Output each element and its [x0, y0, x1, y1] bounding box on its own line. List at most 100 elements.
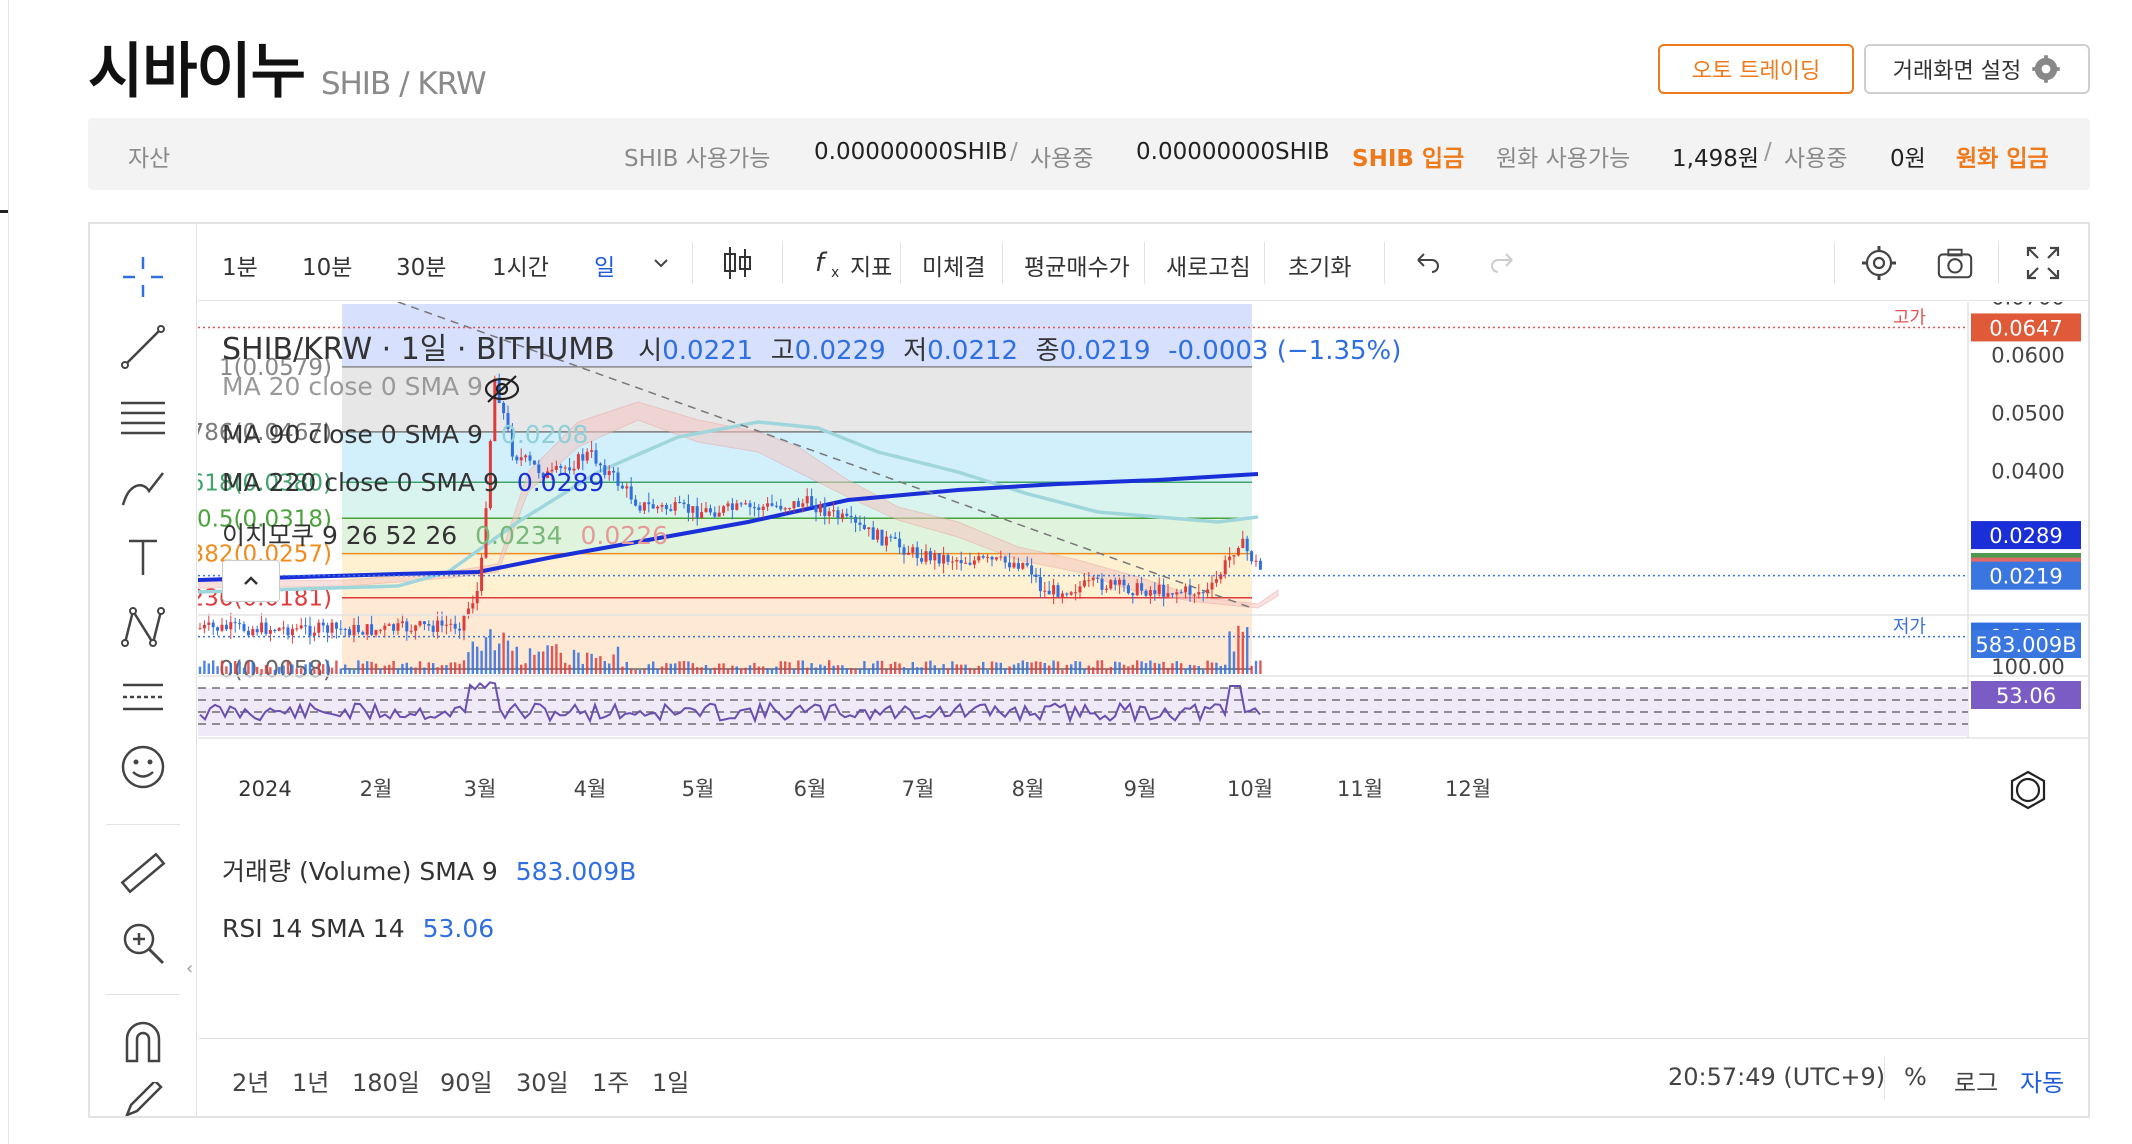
interval-dropdown[interactable] — [642, 244, 680, 282]
range-1w[interactable]: 1주 — [592, 1069, 630, 1097]
crosshair-tool[interactable] — [118, 252, 168, 302]
candle-body — [906, 552, 910, 555]
screenshot-button[interactable] — [1936, 244, 1974, 282]
volume-bar — [1048, 665, 1051, 674]
chart-type-button[interactable] — [718, 244, 756, 282]
percent-toggle[interactable]: % — [1904, 1063, 1927, 1091]
magnet-tool[interactable] — [118, 1018, 168, 1068]
collapse-toolbar-arrow[interactable]: ‹ — [186, 958, 194, 979]
volume-bar — [1070, 664, 1073, 674]
hide-indicator-icon[interactable] — [482, 374, 522, 404]
volume-bar — [1184, 668, 1187, 674]
brush-tool[interactable] — [118, 462, 168, 512]
candle-body — [1104, 588, 1108, 590]
asset-bar: 자산 SHIB 사용가능 0.00000000SHIB / 사용중 0.0000… — [88, 118, 2090, 190]
chart-settings-button[interactable] — [1860, 244, 1898, 282]
redo-button[interactable] — [1484, 244, 1522, 282]
toolbar-divider — [106, 994, 180, 995]
volume-bar — [260, 668, 263, 674]
ma220-label: MA 220 close 0 SMA 9 — [222, 468, 499, 497]
volume-bar — [344, 664, 347, 674]
volume-bar — [916, 667, 919, 674]
volume-bar — [550, 645, 554, 674]
high-price-tag: 고가 — [1893, 307, 1926, 328]
volume-bar — [594, 658, 598, 674]
candle-body — [1060, 593, 1064, 597]
ruler-tool[interactable] — [118, 848, 168, 898]
refresh-button[interactable]: 새로고침 — [1166, 255, 1251, 281]
pencil-tool[interactable] — [118, 1082, 168, 1116]
candle-body — [884, 536, 888, 546]
interval-30min[interactable]: 30분 — [396, 255, 447, 281]
volume-bar — [1149, 660, 1152, 674]
range-1y[interactable]: 1년 — [292, 1069, 330, 1097]
auto-toggle[interactable]: 자동 — [2020, 1069, 2065, 1097]
redo-icon — [1491, 253, 1513, 273]
zoom-tool[interactable] — [118, 918, 168, 968]
range-30d[interactable]: 30일 — [516, 1069, 569, 1097]
fib-tool[interactable] — [118, 392, 168, 442]
candle-body — [717, 512, 721, 517]
avg-price-button[interactable]: 평균매수가 — [1024, 255, 1130, 281]
candle-body — [502, 402, 506, 414]
volume-bar — [1237, 625, 1240, 674]
interval-1min[interactable]: 1분 — [222, 255, 258, 281]
pattern-tool[interactable] — [118, 602, 168, 652]
candle-body — [761, 506, 765, 510]
candle-body — [528, 455, 532, 461]
auto-trading-button[interactable]: 오토 트레이딩 — [1658, 44, 1854, 94]
log-toggle[interactable]: 로그 — [1954, 1069, 1999, 1097]
price-chart[interactable]: 1(0.0579) 0.786(0.0467) 0.618(0.0380) 0.5(0… — [198, 302, 2088, 1038]
volume-bar — [850, 668, 853, 674]
volume-bar — [524, 663, 527, 674]
shib-deposit-link[interactable]: SHIB 입금 — [1352, 146, 1465, 172]
krw-deposit-link[interactable]: 원화 입금 — [1956, 146, 2049, 172]
candle-body — [1201, 592, 1205, 594]
fib-level-label: 1(0.0579) — [219, 355, 332, 381]
volume-bar — [291, 664, 294, 674]
interval-day[interactable]: 일 — [594, 255, 616, 281]
candle-body — [950, 561, 954, 563]
volume-bar — [1030, 662, 1033, 674]
volume-bar — [392, 660, 395, 674]
range-2y[interactable]: 2년 — [232, 1069, 270, 1097]
projection-tool[interactable] — [118, 672, 168, 722]
range-180d[interactable]: 180일 — [352, 1069, 420, 1097]
interval-1hour[interactable]: 1시간 — [492, 255, 549, 281]
candle-body — [198, 628, 202, 630]
volume-bar — [608, 663, 611, 674]
volume-bar — [731, 665, 734, 674]
volume-bar — [1210, 662, 1214, 674]
candle-body — [1109, 580, 1113, 589]
pattern-icon — [121, 607, 165, 647]
fib-level-label: 0.5(0.0318) — [198, 506, 332, 532]
volume-bar — [946, 668, 950, 674]
volume-bar — [401, 663, 404, 674]
volume-bar — [691, 663, 694, 674]
collapse-legend-button[interactable] — [222, 560, 280, 602]
volume-bar — [678, 661, 681, 674]
undo-button[interactable] — [1408, 244, 1446, 282]
fullscreen-button[interactable] — [2024, 244, 2062, 282]
volume-bar — [1197, 666, 1200, 674]
volume-bar — [1144, 663, 1148, 674]
volume-bar — [1092, 667, 1095, 674]
volume-bar — [603, 661, 606, 674]
reset-button[interactable]: 초기화 — [1288, 255, 1352, 281]
trendline-tool[interactable] — [118, 322, 168, 372]
range-90d[interactable]: 90일 — [440, 1069, 493, 1097]
candle-body — [757, 507, 761, 510]
text-tool[interactable] — [118, 532, 168, 582]
volume-bar — [225, 666, 228, 674]
indicator-button[interactable]: 지표 — [850, 255, 893, 281]
volume-bar — [911, 661, 914, 674]
screen-settings-button[interactable]: 거래화면 설정 — [1864, 44, 2090, 94]
emoji-tool[interactable] — [118, 742, 168, 792]
interval-10min[interactable]: 10분 — [302, 255, 353, 281]
range-1d[interactable]: 1일 — [652, 1069, 690, 1097]
execution-button[interactable]: 미체결 — [922, 255, 986, 281]
candle-body — [810, 496, 814, 507]
camera-icon — [1937, 248, 1973, 279]
drawing-toolbar — [90, 224, 197, 1116]
